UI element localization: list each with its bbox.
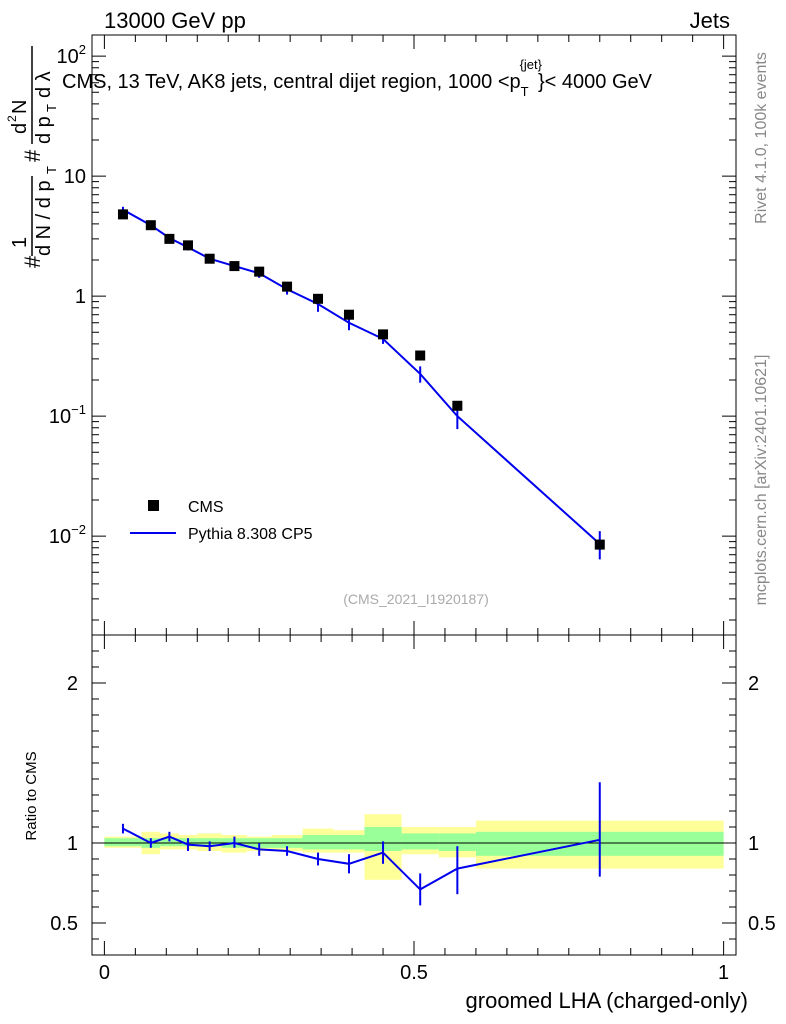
main-y-tick-exp: −2 — [71, 522, 86, 537]
legend-marker-cms — [148, 500, 159, 511]
y-label-frac2-num-n: N — [9, 100, 31, 114]
header-right: Jets — [689, 8, 730, 33]
ratio-band-stat — [104, 838, 142, 847]
ratio-band-stat — [160, 838, 179, 847]
y-label-frac2-num-sup: 2 — [5, 115, 19, 122]
y-label-hash2: # — [20, 149, 45, 162]
data-point — [343, 309, 354, 320]
main-plot-frame — [91, 34, 737, 636]
plot-title: CMS, 13 TeV, AK8 jets, central dijet reg… — [62, 57, 653, 99]
data-point — [145, 220, 156, 231]
plot-title-sup: {jet} — [520, 57, 543, 72]
ratio-line — [122, 827, 600, 891]
plot-title-part-2: }< 4000 GeV — [538, 71, 653, 93]
mc-line — [122, 208, 601, 545]
data-point — [229, 261, 240, 272]
y-axis-label: # 1 d N / d p T # d 2 N d p T d λ — [5, 46, 59, 268]
main-y-tick-label: 102 — [57, 42, 86, 68]
x-tick-label: 0.5 — [400, 962, 428, 984]
ratio-band-stat — [333, 835, 365, 850]
x-tick-label: 0 — [99, 962, 110, 984]
data-point — [378, 329, 389, 340]
ratio-y-tick-label-left: 1 — [67, 833, 78, 855]
data-point — [415, 350, 426, 361]
y-label-frac2-den-sub: T — [44, 104, 59, 112]
data-point — [594, 539, 605, 550]
main-y-tick-base: 10 — [49, 406, 71, 428]
y-label-frac1-den-sub: T — [44, 166, 59, 174]
y-label-frac2-num: d — [9, 123, 31, 134]
header-left: 13000 GeV pp — [104, 8, 246, 33]
y-label-hash: # — [20, 255, 45, 268]
ratio-y-tick-label-right: 0.5 — [748, 913, 776, 935]
plot-title-part-1: CMS, 13 TeV, AK8 jets, central dijet reg… — [62, 71, 521, 93]
main-y-tick-base: 10 — [64, 166, 86, 188]
y-label-frac1-den: d N / d p — [33, 180, 55, 256]
y-label-frac2-den: d p — [33, 116, 55, 144]
main-y-tick-base: 10 — [57, 46, 79, 68]
main-y-tick-exp: −1 — [71, 402, 86, 417]
main-y-tick-label: 1 — [75, 286, 86, 308]
main-y-tick-label: 10 — [64, 166, 86, 188]
ratio-y-tick-label-right: 1 — [748, 833, 759, 855]
y-label-frac2-den-lambda: d λ — [33, 71, 55, 98]
data-point — [282, 281, 293, 292]
ratio-y-tick-label-right: 2 — [748, 673, 759, 695]
x-tick-label: 1 — [718, 962, 729, 984]
data-point — [117, 209, 128, 220]
ratio-y-label: Ratio to CMS — [23, 751, 40, 840]
main-y-tick-exp: 2 — [79, 42, 86, 57]
main-y-tick-base: 10 — [49, 526, 71, 548]
ratio-band-stat — [302, 835, 334, 850]
data-point — [313, 293, 324, 304]
ratio-plot-frame — [91, 634, 737, 956]
legend: CMS Pythia 8.308 CP5 — [130, 499, 313, 543]
main-y-tick-label: 10−2 — [49, 522, 86, 548]
plot-title-sub: T — [521, 84, 529, 99]
data-point — [254, 266, 265, 277]
ratio-y-tick-label-left: 0.5 — [50, 913, 78, 935]
data-point — [164, 233, 175, 244]
data-point — [204, 253, 215, 264]
ratio-band-stat — [401, 833, 439, 850]
ratio-y-tick-label-left: 2 — [67, 673, 78, 695]
x-axis-label: groomed LHA (charged-only) — [466, 988, 748, 1013]
ratio-band-stat — [438, 833, 476, 851]
data-point — [182, 240, 193, 251]
data-point — [452, 400, 463, 411]
y-label-frac1: 1 — [9, 237, 31, 248]
main-y-tick-base: 1 — [75, 286, 86, 308]
legend-label-pythia: Pythia 8.308 CP5 — [188, 526, 313, 543]
legend-label-cms: CMS — [188, 499, 224, 516]
main-y-tick-label: 10−1 — [49, 402, 86, 428]
ratio-chart: 0.5 0.5 1 1 2 2 0 0.5 1 Ratio to CMS groomed LHA… — [23, 634, 776, 1013]
analysis-id: (CMS_2021_I1920187) — [343, 591, 489, 607]
